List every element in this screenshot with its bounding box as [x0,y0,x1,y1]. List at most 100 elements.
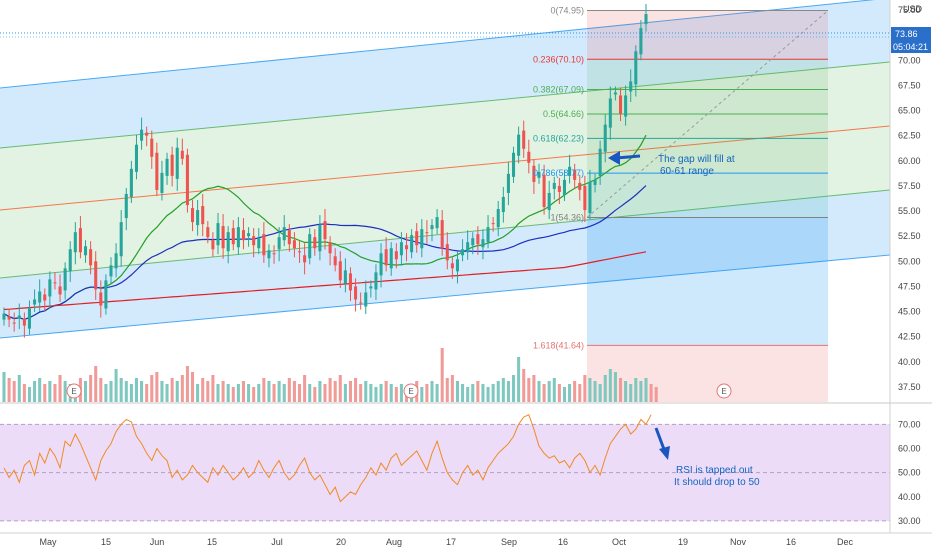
volume-bar [282,384,286,402]
volume-bar [114,369,118,402]
candle-body [282,227,286,241]
candle-body [501,196,505,213]
volume-bar [22,384,26,402]
volume-bar [33,381,37,402]
volume-bar [522,369,526,402]
candle-body [241,230,246,241]
candle-body [629,81,633,92]
volume-bar [379,384,383,402]
price-tick-label: 60.00 [898,156,921,166]
candle-body [247,233,251,237]
volume-bar [374,387,378,402]
volume-bar [165,384,169,402]
candle-body [252,236,256,246]
rsi-tick-label: 70.00 [898,419,921,429]
candle-body [394,251,398,260]
candle-body [48,279,52,297]
time-tick-label: 17 [446,537,456,547]
volume-bar [17,375,21,402]
candle-body [211,240,215,250]
channel-center-band [0,62,890,278]
candle-body [175,147,179,179]
candle-body [338,261,342,281]
candle-body [180,150,184,159]
candle-body [573,169,577,180]
candle-body [440,220,444,249]
candle-body [119,222,123,257]
volume-bar [537,381,541,402]
candle-body [354,286,358,300]
candle-body [578,182,582,190]
candle-body [27,308,32,329]
price-tick-label: 67.50 [898,80,921,90]
volume-bar [501,378,505,402]
fib-zone-5 [587,173,828,218]
candle-body [415,231,419,246]
candle-body [328,242,332,254]
volume-bar [150,375,154,402]
volume-bar [557,384,561,402]
volume-bar [517,357,521,402]
time-tick-label: 15 [101,537,111,547]
volume-bar [369,384,373,402]
volume-bar [364,381,368,402]
volume-bar [481,384,485,402]
candle-body [389,248,393,269]
volume-bar [313,387,317,402]
fib-zone-1 [587,59,828,90]
candle-body [435,217,439,229]
rsi-annotation-text: RSI is tapped out [676,465,753,476]
volume-bar [573,381,577,402]
candle-body [466,242,470,253]
candle-body [7,316,11,320]
channel-median-line [0,125,890,211]
volume-bar [338,375,342,402]
earnings-marker-label: E [71,387,76,396]
candle-body [63,268,67,291]
candle-body [292,240,296,249]
volume-bar [27,387,32,402]
candle-body [644,14,648,25]
channel-bottom-line [0,254,890,339]
volume-bar [603,375,607,402]
volume-bar [450,375,454,402]
volume-bar [43,384,47,402]
volume-bar [425,384,429,402]
volume-bar [420,387,424,402]
candle-body [43,294,47,301]
volume-bar [547,381,551,402]
volume-bar [170,378,174,402]
candle-body [201,206,205,225]
candle-body [297,251,302,253]
volume-bar [257,384,261,402]
volume-bar [613,372,617,402]
fib-zone-extension [587,345,828,402]
volume-bar [58,375,62,402]
volume-bar [129,384,133,402]
volume-bar [323,384,327,402]
candle-body [481,239,485,248]
fib-level-label: 1(54.36) [550,212,584,222]
volume-bar [389,384,393,402]
candle-body [588,181,592,214]
volume-bar [491,384,495,402]
candle-body [420,229,424,249]
fib-level-label: 0.236(70.10) [533,54,584,64]
volume-bar [471,384,475,402]
candle-body [348,273,353,291]
candle-body [410,235,414,253]
volume-bar [109,381,113,402]
candle-body [318,225,322,252]
candle-body [99,292,103,306]
volume-bar [399,384,403,402]
candle-body [78,228,82,253]
volume-bar [277,381,281,402]
candle-body [527,151,531,163]
candle-body [216,223,220,246]
time-tick-label: 15 [207,537,217,547]
volume-bar [201,378,205,402]
candle-body [33,299,37,305]
volume-bar [12,381,16,402]
candle-body [384,249,388,266]
